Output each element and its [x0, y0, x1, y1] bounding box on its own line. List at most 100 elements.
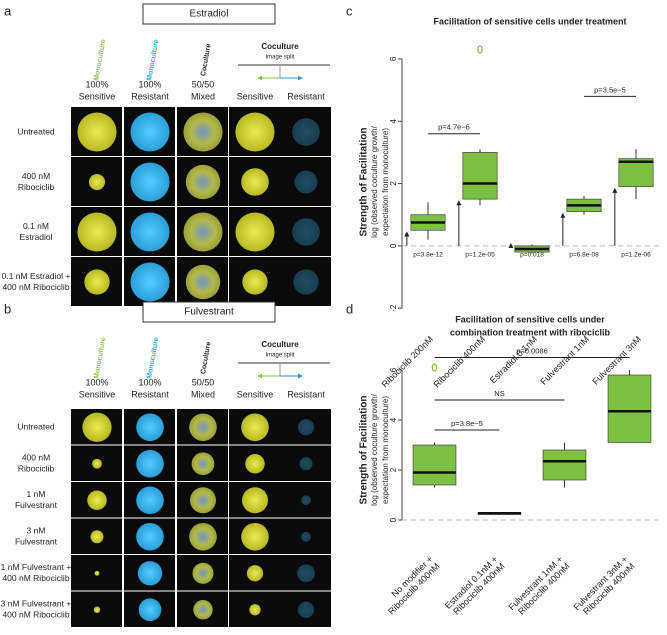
row-label: 400 nM Ribociclib — [2, 610, 69, 620]
row-label: 1 nM — [27, 489, 46, 499]
spheroid — [138, 598, 162, 622]
y-tick-label: 6 — [389, 367, 398, 372]
chart-title: Facilitation of sensitive cells under — [455, 314, 605, 324]
column-label: 50/50 — [192, 377, 215, 387]
outlier — [431, 363, 438, 372]
panel-label: c — [346, 3, 353, 18]
spheroid — [293, 269, 319, 295]
column-label: Sensitive — [237, 389, 274, 399]
spheroid — [136, 413, 164, 442]
column-label: Resistant — [287, 389, 325, 399]
y-tick-label: 2 — [389, 181, 398, 186]
spheroid — [130, 162, 170, 202]
spheroid — [190, 487, 216, 514]
row-label: Untreated — [17, 422, 55, 432]
row-label: 400 nM Ribociclib — [2, 282, 69, 292]
row-label: 400 nM — [22, 453, 50, 463]
spheroid — [136, 486, 164, 515]
spheroid — [192, 562, 214, 584]
comparison-label: p=3.8e−5 — [451, 419, 483, 428]
spheroid — [88, 173, 106, 191]
spheroid — [77, 212, 117, 252]
y-tick-label: 4 — [389, 118, 398, 123]
spheroid — [241, 413, 269, 442]
chart-title: combination treatment with ribociclib — [450, 327, 611, 337]
header-mono-sensitive: Monoculture — [93, 39, 107, 82]
p-value: p=1.2e-05 — [465, 252, 495, 259]
spheroid — [94, 570, 100, 576]
spheroid — [189, 522, 217, 551]
column-label: Mixed — [191, 91, 215, 101]
row-label: 400 nM Ribociclib — [2, 573, 69, 583]
spheroid — [77, 112, 117, 152]
spheroid — [245, 454, 265, 474]
row-label: 3 nM — [27, 526, 46, 536]
spheroid — [87, 490, 107, 510]
column-label: 100% — [85, 377, 108, 387]
header-coculture: Coculture — [200, 341, 213, 374]
row-label: Ribociclib — [18, 182, 55, 192]
row-label: Estradiol — [19, 232, 52, 242]
column-label: Sensitive — [237, 91, 274, 101]
header-split: Coculture — [261, 42, 299, 51]
panel-title: Estradiol — [190, 9, 229, 20]
x-tick-label: Ribociclib 400nM — [432, 334, 488, 390]
header-split-sub: Image split — [265, 353, 294, 359]
panel-label: a — [4, 3, 12, 18]
box — [618, 158, 654, 188]
row-label: Untreated — [17, 126, 55, 136]
header-coculture: Coculture — [200, 43, 213, 76]
spheroid — [185, 164, 221, 200]
y-axis-label: Strength of Facilitation — [359, 396, 370, 505]
title-box — [142, 301, 276, 323]
y-axis-label: log (observed coculture growth/ — [370, 125, 379, 237]
comparison-label: p=0.0086 — [516, 346, 548, 355]
header-mono-resistant: Monoculture — [146, 39, 160, 82]
spheroid — [246, 565, 264, 582]
p-value: p=6.8e-08 — [569, 252, 599, 259]
p-value: p=0.018 — [520, 252, 544, 259]
spheroid — [235, 112, 275, 152]
spheroid — [241, 168, 269, 196]
chart-title: Facilitation of sensitive cells under tr… — [433, 16, 626, 26]
panel-label: d — [346, 301, 353, 316]
y-tick-label: 4 — [389, 417, 398, 422]
spheroid — [235, 212, 275, 252]
box — [462, 152, 498, 200]
column-label: 100% — [138, 377, 161, 387]
spheroid — [294, 170, 318, 194]
column-label: 50/50 — [192, 79, 215, 89]
spheroid — [92, 458, 102, 469]
box — [607, 374, 652, 443]
y-tick-label: 0 — [389, 243, 398, 248]
column-label: Sensitive — [79, 91, 116, 101]
panel-title: Fulvestrant — [184, 307, 234, 318]
spheroid — [292, 118, 320, 146]
box — [542, 449, 587, 481]
header-split: Coculture — [261, 340, 299, 349]
x-tick-label: Estradiol 0.1nM — [488, 334, 539, 385]
spheroid — [183, 112, 223, 152]
spheroid — [301, 531, 311, 542]
spheroid — [189, 413, 217, 442]
x-tick-label: Fulvestrant 1nM — [538, 334, 591, 387]
row-label: 1 nM Fulvestrant + — [1, 562, 72, 572]
y-tick-label: -2 — [389, 304, 398, 312]
spheroid — [301, 495, 311, 506]
row-label: Ribociclib — [18, 464, 55, 474]
y-tick-label: 6 — [389, 56, 398, 61]
spheroid — [130, 112, 170, 152]
column-label: 100% — [85, 79, 108, 89]
comparison-label: NS — [494, 389, 504, 398]
y-axis-label: expectation from monoculture) — [381, 396, 390, 504]
header-mono-resistant: Monoculture — [146, 337, 160, 380]
comparison-label: p=3.5e−5 — [594, 85, 626, 94]
column-label: Sensitive — [79, 389, 116, 399]
header-mono-sensitive: Monoculture — [93, 337, 107, 380]
column-label: Mixed — [191, 389, 215, 399]
spheroid — [136, 522, 164, 551]
spheroid — [292, 218, 320, 246]
row-label: 0.1 nM Estradiol + — [2, 271, 71, 281]
spheroid — [93, 606, 101, 613]
